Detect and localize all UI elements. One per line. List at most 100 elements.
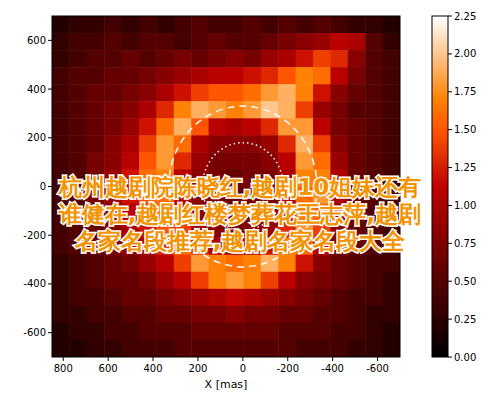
heat-cell (226, 255, 244, 273)
heat-cell (69, 50, 87, 68)
heat-cell (87, 272, 105, 290)
heat-cell (296, 306, 314, 324)
heat-cell (139, 67, 157, 85)
heat-cell (174, 101, 192, 119)
x-tick (377, 357, 378, 361)
heat-cell (156, 135, 174, 153)
colorbar-tick-label: 0.75 (454, 238, 476, 249)
heat-cell (122, 306, 140, 324)
heat-cell (383, 50, 400, 68)
heat-cell (174, 152, 192, 170)
heat-cell (87, 67, 105, 85)
x-tick-label: 800 (54, 363, 73, 374)
x-axis-label: X [mas] (205, 378, 248, 391)
heat-cell (104, 118, 122, 136)
x-tick (63, 357, 64, 361)
heat-cell (104, 50, 122, 68)
heat-cell (209, 135, 227, 153)
heat-cell (313, 255, 331, 273)
heat-cell (191, 323, 209, 341)
x-tick-label: -200 (276, 363, 299, 374)
heat-cell (313, 101, 331, 119)
heat-cell (383, 272, 400, 290)
heat-cell (174, 33, 192, 51)
heat-cell (296, 272, 314, 290)
heat-cell (87, 33, 105, 51)
heat-cell (278, 340, 296, 357)
heat-cell (330, 323, 348, 341)
heat-cell (69, 84, 87, 102)
heat-cell (52, 323, 70, 341)
heat-cell (278, 255, 296, 273)
heat-cell (87, 323, 105, 341)
heat-cell (87, 135, 105, 153)
heat-cell (69, 101, 87, 119)
heat-cell (226, 101, 244, 119)
heat-cell (139, 255, 157, 273)
heat-cell (226, 84, 244, 102)
heat-cell (191, 135, 209, 153)
heat-cell (313, 118, 331, 136)
heat-cell (209, 272, 227, 290)
y-tick (48, 137, 52, 138)
heat-cell (348, 306, 366, 324)
heat-cell (243, 84, 261, 102)
heat-cell (278, 67, 296, 85)
heat-cell (87, 50, 105, 68)
colorbar-tick-label: 2.25 (454, 11, 476, 22)
heat-cell (296, 255, 314, 273)
heat-cell (383, 135, 400, 153)
heat-cell (296, 16, 314, 34)
heat-cell (261, 272, 279, 290)
heat-cell (104, 272, 122, 290)
heat-cell (87, 306, 105, 324)
heat-cell (243, 289, 261, 307)
x-tick-label: -600 (366, 363, 389, 374)
heat-cell (69, 340, 87, 357)
heat-cell (243, 101, 261, 119)
heat-cell (243, 50, 261, 68)
heat-cell (174, 340, 192, 357)
heat-cell (52, 272, 70, 290)
heat-cell (330, 50, 348, 68)
heat-cell (313, 16, 331, 34)
heat-cell (69, 289, 87, 307)
heat-cell (139, 152, 157, 170)
heat-cell (104, 289, 122, 307)
heat-cell (330, 67, 348, 85)
heat-cell (209, 323, 227, 341)
heat-cell (348, 67, 366, 85)
heat-cell (261, 50, 279, 68)
heat-cell (52, 340, 70, 357)
heat-cell (174, 16, 192, 34)
heat-cell (174, 272, 192, 290)
heat-cell (313, 50, 331, 68)
heat-cell (52, 289, 70, 307)
colorbar-tick-label: 1.50 (454, 124, 476, 135)
y-tick (48, 89, 52, 90)
heat-cell (313, 67, 331, 85)
heat-cell (156, 272, 174, 290)
heat-cell (278, 84, 296, 102)
heat-cell (365, 323, 383, 341)
heat-cell (365, 101, 383, 119)
heat-cell (209, 84, 227, 102)
y-tick-label: 0 (40, 181, 46, 192)
heat-cell (52, 101, 70, 119)
colorbar (432, 16, 448, 357)
heat-cell (69, 306, 87, 324)
heat-cell (330, 272, 348, 290)
heat-cell (191, 340, 209, 357)
heat-cell (87, 16, 105, 34)
colorbar-tick (448, 205, 452, 206)
heat-cell (226, 306, 244, 324)
colorbar-tick (448, 281, 452, 282)
heat-cell (296, 33, 314, 51)
heat-cell (243, 118, 261, 136)
heat-cell (383, 306, 400, 324)
y-tick (48, 235, 52, 236)
heat-cell (174, 306, 192, 324)
heat-cell (191, 33, 209, 51)
heat-cell (139, 101, 157, 119)
heat-cell (209, 255, 227, 273)
